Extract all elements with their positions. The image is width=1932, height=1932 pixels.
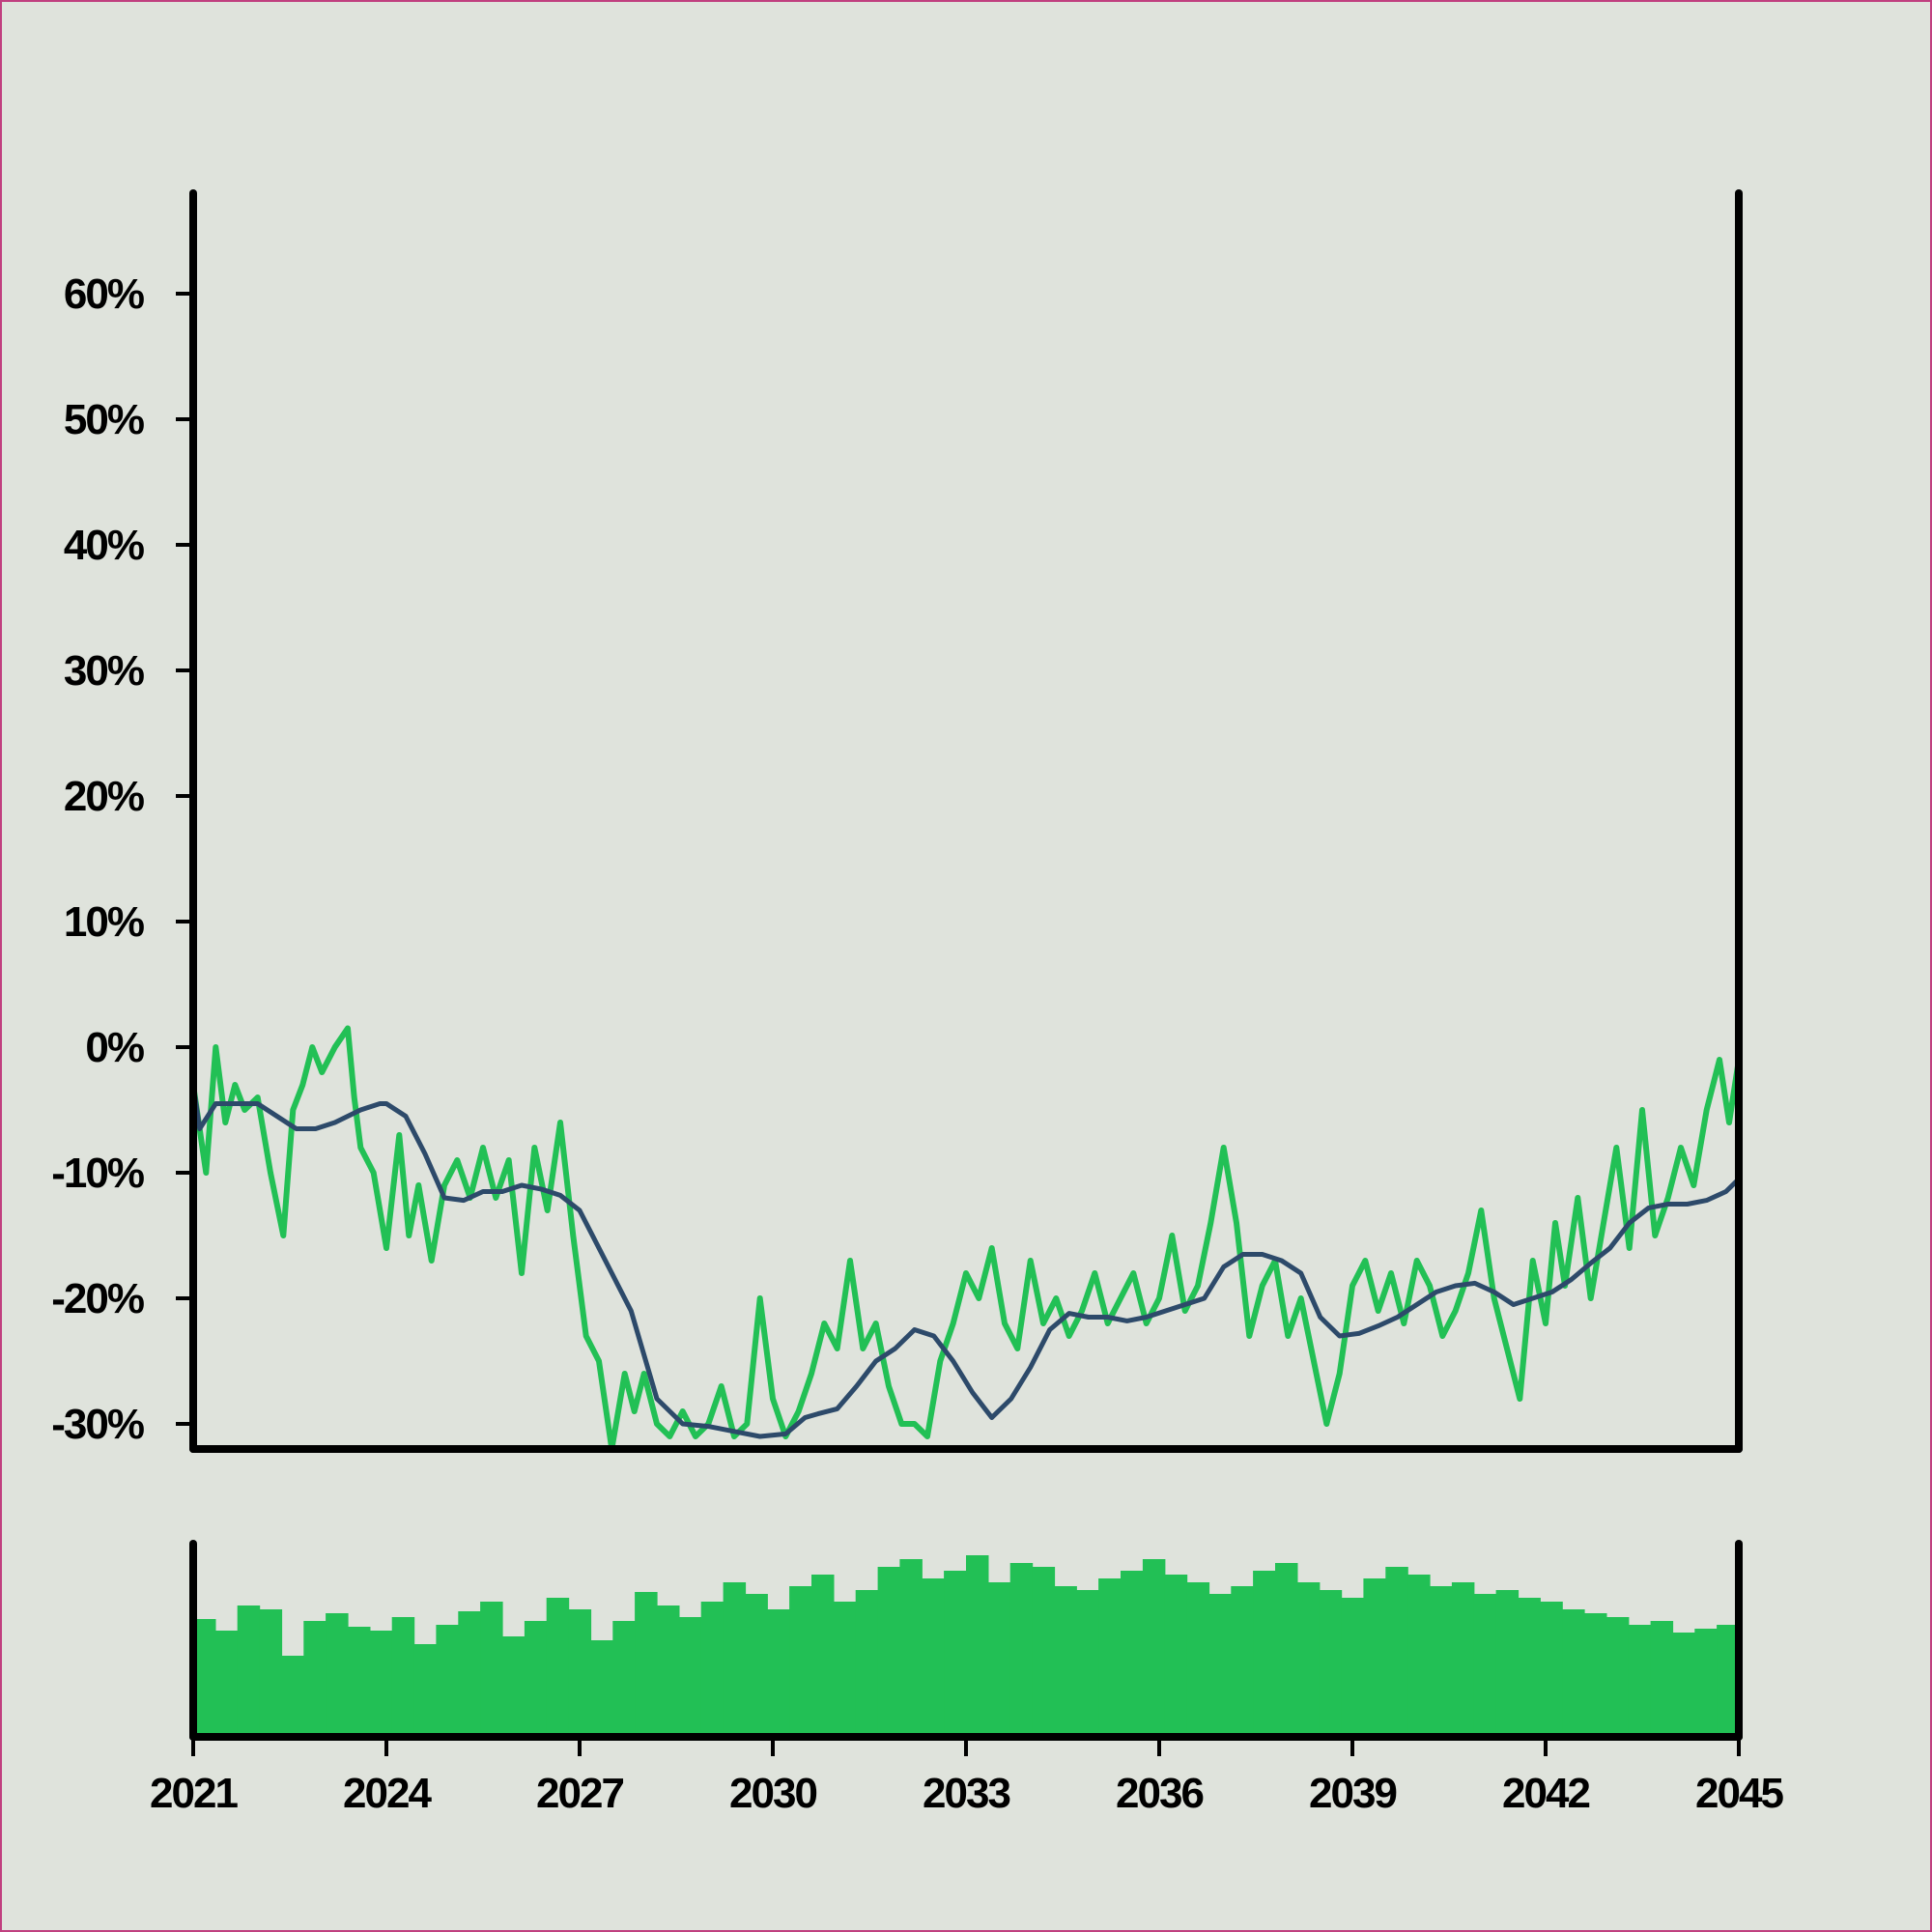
volume-bar [413, 1644, 438, 1737]
y-tick-label: -20% [51, 1275, 144, 1322]
volume-bar [1164, 1575, 1188, 1737]
series-line-smoothed [190, 1082, 1742, 1439]
volume-bar [458, 1611, 481, 1737]
volume-bar [855, 1590, 879, 1737]
volume-bar [1407, 1575, 1431, 1737]
volume-bar [1121, 1571, 1144, 1737]
volume-bar [590, 1640, 613, 1737]
volume-bar [303, 1621, 327, 1737]
volume-bar [1584, 1613, 1607, 1737]
y-tick-label: 40% [64, 522, 144, 569]
volume-bar [1650, 1621, 1674, 1737]
volume-bar [546, 1598, 570, 1737]
volume-bar [1231, 1586, 1254, 1737]
volume-bar [1076, 1590, 1099, 1737]
volume-bar [635, 1592, 658, 1737]
volume-bar [1451, 1582, 1475, 1737]
volume-bar [1296, 1582, 1321, 1737]
volume-bar [1518, 1598, 1541, 1737]
y-tick-label: 50% [64, 396, 144, 443]
volume-bar [1208, 1594, 1232, 1737]
volume-bar [369, 1631, 393, 1737]
volume-bar [987, 1582, 1011, 1737]
volume-bar [1430, 1586, 1453, 1737]
volume-bar [348, 1627, 371, 1737]
volume-bar [1186, 1582, 1210, 1737]
price-panel: -30% -20% -10% 0% 10% 20% 30% 40% 50% 60% [51, 189, 1743, 1453]
x-tick-label: 2036 [1116, 1770, 1203, 1817]
y-tick-label: -10% [51, 1150, 144, 1197]
volume-bar [1253, 1571, 1276, 1737]
volume-bar [1694, 1629, 1718, 1737]
volume-bar [1717, 1625, 1740, 1737]
volume-bar [922, 1578, 945, 1737]
y-tick-label: -30% [51, 1401, 144, 1448]
x-tick-label: 2021 [150, 1770, 238, 1817]
y-tick-label: 20% [64, 773, 144, 820]
x-tick-label: 2033 [923, 1770, 1009, 1817]
volume-bar [1605, 1617, 1630, 1737]
volume-bar [833, 1602, 857, 1737]
volume-bar [214, 1631, 239, 1737]
volume-bar [678, 1617, 702, 1737]
volume-bar [789, 1586, 812, 1737]
volume-bar [1054, 1586, 1077, 1737]
x-tick-label: 2045 [1695, 1770, 1783, 1817]
volume-bar [502, 1636, 526, 1737]
volume-bar [1032, 1567, 1056, 1737]
volume-bar [723, 1582, 747, 1737]
y-tick-label: 10% [64, 898, 144, 946]
volume-bar [1009, 1563, 1034, 1737]
volume-bar [436, 1625, 459, 1737]
volume-bar [1098, 1578, 1122, 1737]
volume-bar [767, 1609, 790, 1737]
volume-bar [259, 1609, 283, 1737]
volume-panel: 2021 2024 2027 2030 2033 2036 2039 2042 2045 [150, 1540, 1785, 1817]
y-tick-label: 30% [64, 647, 144, 695]
volume-bar [877, 1567, 901, 1737]
x-tick-label: 2039 [1309, 1770, 1396, 1817]
x-tick-label: 2030 [729, 1770, 816, 1817]
volume-bar [1672, 1633, 1695, 1737]
y-tick-label: 0% [85, 1024, 143, 1071]
volume-bar [1275, 1563, 1298, 1737]
volume-bar [326, 1613, 349, 1737]
volume-bar [1495, 1590, 1520, 1737]
series-line-raw [190, 1025, 1742, 1452]
volume-bar [899, 1559, 923, 1737]
volume-bar [745, 1594, 768, 1737]
volume-bar [1628, 1625, 1652, 1737]
volume-bar [237, 1605, 261, 1737]
volume-bar [612, 1621, 636, 1737]
x-tick-label: 2042 [1502, 1770, 1589, 1817]
volume-bar [944, 1571, 967, 1737]
volume-bar [1363, 1578, 1386, 1737]
volume-bar [1341, 1598, 1365, 1737]
volume-bar [281, 1656, 304, 1737]
volume-bar [1473, 1594, 1497, 1737]
volume-bar [1540, 1602, 1563, 1737]
volume-bar [480, 1602, 503, 1737]
volume-bar [811, 1575, 835, 1737]
volume-bar [657, 1605, 680, 1737]
volume-bar [1562, 1609, 1585, 1737]
volume-bar [966, 1555, 989, 1737]
volume-bar [1319, 1590, 1343, 1737]
volume-bar [700, 1602, 724, 1737]
y-tick-label: 60% [64, 270, 144, 318]
x-tick-label: 2024 [343, 1770, 432, 1817]
volume-bar [1142, 1559, 1166, 1737]
volume-bar [193, 1619, 216, 1737]
volume-bar [1385, 1567, 1408, 1737]
x-tick-label: 2027 [536, 1770, 623, 1817]
volume-bar [568, 1609, 592, 1737]
volume-bar [524, 1621, 548, 1737]
volume-bar [391, 1617, 415, 1737]
